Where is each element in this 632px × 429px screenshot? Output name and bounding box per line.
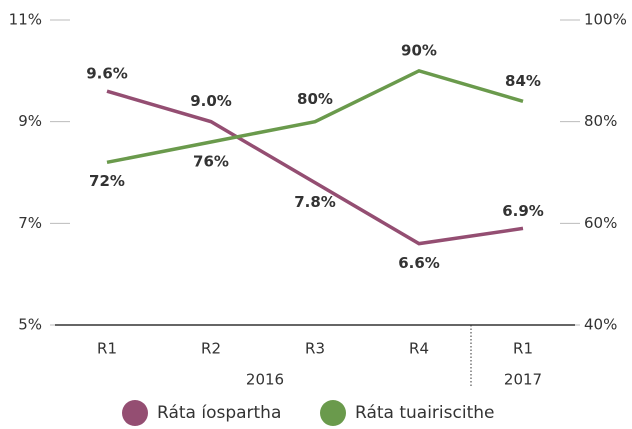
value-label: 90% bbox=[401, 41, 437, 59]
y-tick-label: 9% bbox=[18, 112, 42, 130]
x-tick-label: R3 bbox=[305, 340, 325, 358]
x-tick-label: R1 bbox=[97, 340, 117, 358]
value-label: 84% bbox=[505, 72, 541, 90]
value-label: 9.6% bbox=[86, 65, 128, 83]
value-label: 80% bbox=[297, 90, 333, 108]
y-tick-label: 5% bbox=[18, 316, 42, 334]
series-line bbox=[106, 68, 524, 165]
y2-tick-label: 80% bbox=[584, 112, 617, 130]
x-tick-label: R4 bbox=[409, 340, 429, 358]
value-label: 76% bbox=[193, 153, 229, 171]
legend-swatch bbox=[320, 400, 346, 426]
series-line bbox=[106, 89, 524, 246]
y2-tick-label: 100% bbox=[584, 11, 627, 29]
value-label: 6.6% bbox=[398, 254, 440, 272]
x-tick-label: R1 bbox=[513, 340, 533, 358]
value-label: 9.0% bbox=[190, 92, 232, 110]
legend-label: Ráta íospartha bbox=[157, 403, 281, 423]
legend-swatch bbox=[122, 400, 148, 426]
y-tick-label: 11% bbox=[9, 11, 42, 29]
value-label: 72% bbox=[89, 172, 125, 190]
value-label: 7.8% bbox=[294, 193, 336, 211]
y2-tick-label: 60% bbox=[584, 214, 617, 232]
group-label: 2017 bbox=[504, 371, 542, 389]
group-label: 2016 bbox=[246, 371, 284, 389]
x-tick-label: R2 bbox=[201, 340, 221, 358]
value-label: 6.9% bbox=[502, 202, 544, 220]
legend-label: Ráta tuairiscithe bbox=[355, 403, 494, 423]
y2-tick-label: 40% bbox=[584, 316, 617, 334]
y-tick-label: 7% bbox=[18, 214, 42, 232]
